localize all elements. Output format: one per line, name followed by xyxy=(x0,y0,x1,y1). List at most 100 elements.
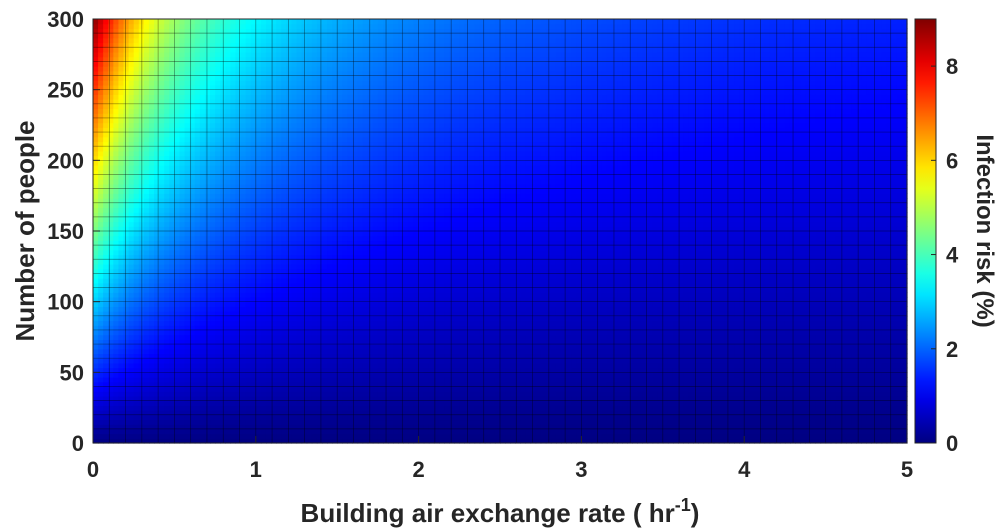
heatmap-cell xyxy=(133,344,140,350)
heatmap-cell xyxy=(174,183,181,190)
heatmap-cell xyxy=(311,47,318,53)
heatmap-cell xyxy=(194,344,201,350)
heatmap-cell xyxy=(98,183,104,190)
heatmap-cell xyxy=(128,433,135,439)
heatmap-cell xyxy=(260,273,267,279)
heatmap-cell xyxy=(296,33,303,39)
heatmap-cell xyxy=(154,259,160,265)
heatmap-cell xyxy=(276,165,282,171)
heatmap-cell xyxy=(321,377,328,383)
heatmap-cell xyxy=(174,150,181,157)
heatmap-cell xyxy=(98,400,104,406)
heatmap-cell xyxy=(220,287,226,293)
heatmap-cell xyxy=(352,334,359,340)
heatmap-cell xyxy=(210,306,216,312)
heatmap-cell xyxy=(98,391,104,397)
heatmap-cell xyxy=(93,400,99,406)
heatmap-cell xyxy=(235,193,242,199)
heatmap-cell xyxy=(118,287,125,293)
heatmap-cell xyxy=(179,377,186,383)
heatmap-cell xyxy=(301,37,308,44)
heatmap-cell xyxy=(199,28,206,34)
heatmap-cell xyxy=(245,51,252,58)
heatmap-cell xyxy=(98,381,104,388)
heatmap-cell xyxy=(164,103,170,110)
heatmap-cell xyxy=(215,94,221,100)
heatmap-cell xyxy=(255,33,262,39)
heatmap-cell xyxy=(138,33,145,39)
heatmap-cell xyxy=(372,433,379,439)
heatmap-cell xyxy=(276,122,282,128)
heatmap-cell xyxy=(362,141,369,147)
heatmap-cell xyxy=(189,311,196,317)
heatmap-cell xyxy=(245,377,252,383)
heatmap-cell xyxy=(103,212,109,218)
heatmap-cell xyxy=(342,33,348,39)
heatmap-cell xyxy=(98,231,104,237)
heatmap-cell xyxy=(220,424,226,430)
heatmap-cell xyxy=(321,188,328,194)
heatmap-cell xyxy=(93,61,99,67)
heatmap-cell xyxy=(220,301,226,307)
heatmap-cell xyxy=(174,395,181,402)
heatmap-cell xyxy=(194,103,201,110)
heatmap-cell xyxy=(342,381,348,388)
heatmap-cell xyxy=(113,84,120,91)
heatmap-cell xyxy=(133,320,140,326)
heatmap-cell xyxy=(235,259,242,265)
heatmap-cell xyxy=(367,334,374,340)
heatmap-cell xyxy=(321,19,328,25)
heatmap-cell xyxy=(103,372,109,378)
heatmap-cell xyxy=(148,193,155,199)
heatmap-cell xyxy=(230,28,237,34)
heatmap-cell xyxy=(128,428,135,435)
heatmap-cell xyxy=(347,301,354,307)
heatmap-cell xyxy=(311,108,318,114)
heatmap-cell xyxy=(306,235,313,242)
heatmap-cell xyxy=(148,202,155,209)
heatmap-cell xyxy=(265,282,272,289)
heatmap-cell xyxy=(220,377,226,383)
heatmap-cell xyxy=(342,433,348,439)
heatmap-cell xyxy=(352,424,359,430)
heatmap-cell xyxy=(357,127,364,133)
heatmap-cell xyxy=(128,66,135,72)
heatmap-cell xyxy=(265,240,272,246)
heatmap-cell xyxy=(296,249,303,256)
heatmap-cell xyxy=(143,150,150,157)
heatmap-cell xyxy=(108,254,114,260)
heatmap-cell xyxy=(225,344,231,350)
heatmap-cell xyxy=(164,329,170,336)
heatmap-cell xyxy=(103,202,109,209)
heatmap-cell xyxy=(240,377,247,383)
heatmap-cell xyxy=(306,400,313,406)
heatmap-cell xyxy=(357,386,364,392)
heatmap-cell xyxy=(108,113,114,119)
heatmap-cell xyxy=(159,141,165,147)
heatmap-cell xyxy=(337,254,343,260)
heatmap-cell xyxy=(204,386,211,392)
heatmap-cell xyxy=(260,301,267,307)
heatmap-cell xyxy=(265,202,272,209)
heatmap-cell xyxy=(291,188,298,194)
heatmap-cell xyxy=(342,188,348,194)
heatmap-cell xyxy=(271,245,277,251)
heatmap-cell xyxy=(230,259,237,265)
heatmap-cell xyxy=(164,141,170,147)
heatmap-cell xyxy=(327,61,333,67)
heatmap-cell xyxy=(123,70,130,77)
heatmap-cell xyxy=(164,169,170,176)
heatmap-cell xyxy=(215,42,221,48)
heatmap-cell xyxy=(316,353,323,359)
heatmap-cell xyxy=(184,428,191,435)
heatmap-cell xyxy=(332,249,338,256)
heatmap-cell xyxy=(174,292,181,298)
heatmap-cell xyxy=(143,391,150,397)
heatmap-cell xyxy=(133,282,140,289)
heatmap-cell xyxy=(123,127,130,133)
heatmap-cell xyxy=(169,386,175,392)
heatmap-cell xyxy=(93,165,99,171)
heatmap-cell xyxy=(204,174,211,180)
heatmap-cell xyxy=(164,235,170,242)
heatmap-cell xyxy=(123,329,130,336)
